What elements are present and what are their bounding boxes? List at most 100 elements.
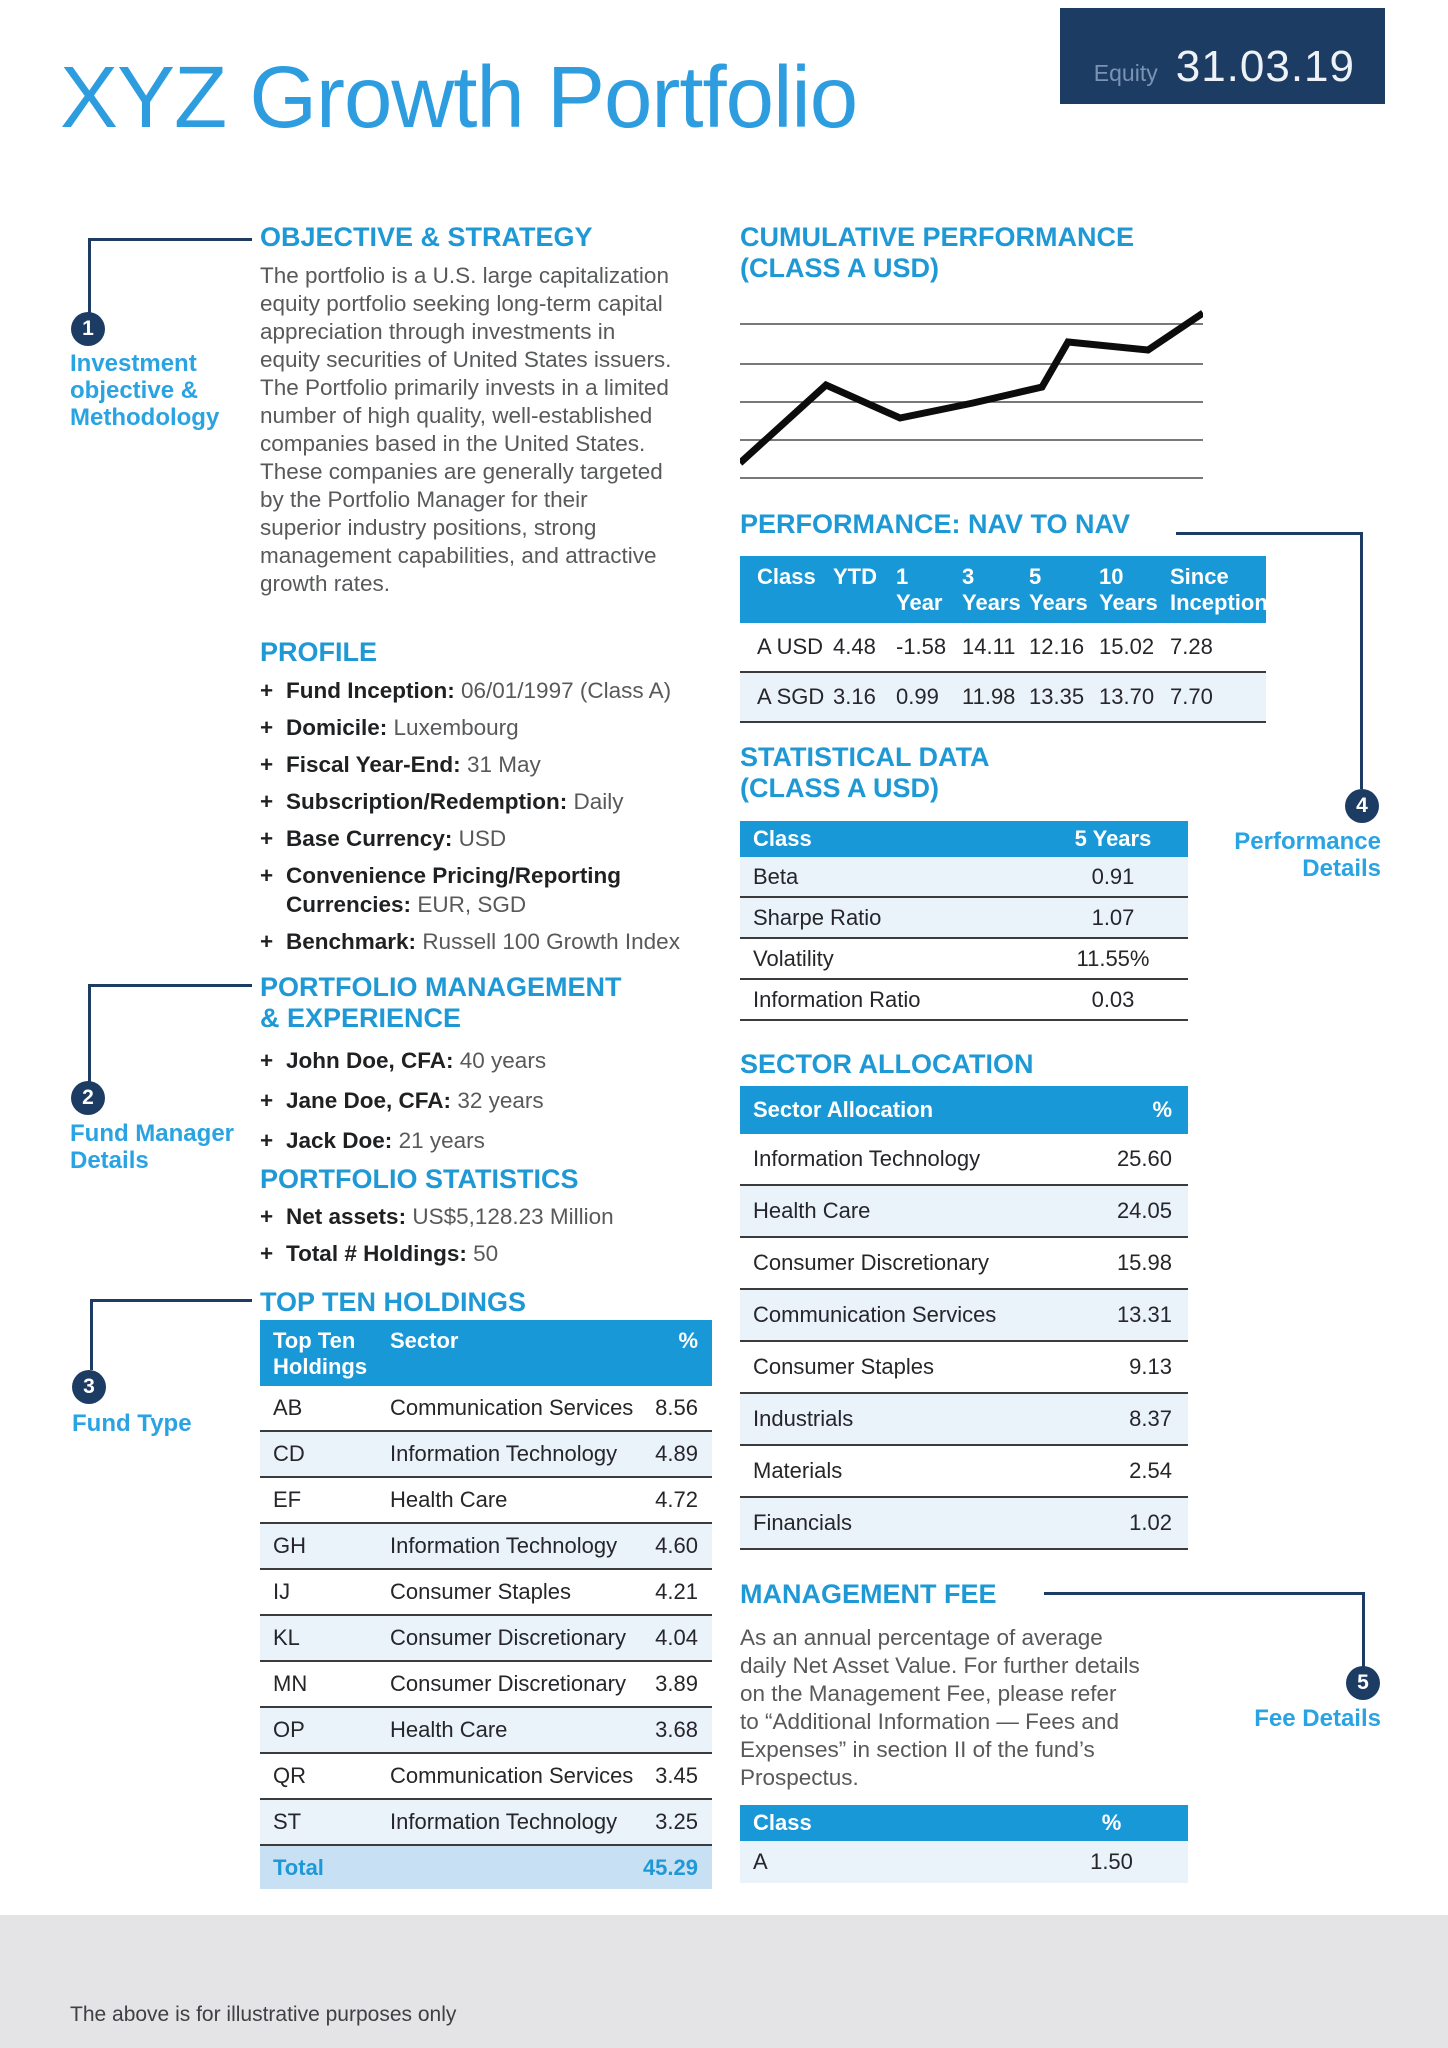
table-row: Consumer Staples 9.13: [740, 1342, 1188, 1394]
plus-bullet: +: [260, 1241, 274, 1266]
table-row: Financials 1.02: [740, 1498, 1188, 1550]
manager-item: + Jane Doe, CFA: 32 years: [260, 1086, 726, 1116]
statistical-data-heading: STATISTICAL DATA (CLASS A USD): [740, 742, 990, 803]
table-row: OP Health Care 3.68: [260, 1708, 712, 1754]
table-row: KL Consumer Discretionary 4.04: [260, 1616, 712, 1662]
profile-heading: PROFILE: [260, 637, 378, 667]
page-title: XYZ Growth Portfolio: [60, 49, 858, 146]
callout3-number-badge: 3: [72, 1370, 106, 1404]
profile-item: + Base Currency: USD: [260, 826, 507, 851]
top-ten-total-row: Total 45.29: [260, 1846, 712, 1889]
category-date-box: Equity 31.03.19: [1060, 8, 1385, 104]
plus-bullet: +: [260, 826, 274, 851]
sector-allocation-table: Sector Allocation % Information Technolo…: [740, 1086, 1188, 1550]
plus-bullet: +: [260, 1204, 274, 1229]
plus-bullet: +: [260, 1088, 274, 1113]
table-row: A 1.50: [740, 1841, 1188, 1883]
callout1-connector-vertical: [88, 238, 91, 315]
footer-disclaimer: The above is for illustrative purposes o…: [70, 2003, 457, 2026]
table-row: Sharpe Ratio 1.07: [740, 898, 1188, 939]
sector-table-header: Sector Allocation %: [740, 1086, 1188, 1134]
callout3-connector-vertical: [90, 1299, 93, 1370]
table-row: Materials 2.54: [740, 1446, 1188, 1498]
fee-table-header: Class %: [740, 1805, 1188, 1841]
callout3-connector-horizontal: [90, 1299, 252, 1302]
top-ten-table-rows: AB Communication Services 8.56 CD Informati…: [260, 1386, 712, 1846]
table-row: Health Care 24.05: [740, 1186, 1188, 1238]
table-row: MN Consumer Discretionary 3.89: [260, 1662, 712, 1708]
profile-list: + Fund Inception: 06/01/1997 (Class A) + D…: [260, 676, 726, 964]
portfolio-management-list: + John Doe, CFA: 40 years + Jane Doe, CFA:…: [260, 1046, 726, 1166]
profile-item: + Fund Inception: 06/01/1997 (Class A): [260, 678, 672, 703]
profile-item: + Benchmark: Russell 100 Growth Index: [260, 929, 680, 954]
nav-table-header: Class YTD 1 Year 3 Years 5 Years 10 Year…: [740, 556, 1268, 623]
sector-allocation-heading: SECTOR ALLOCATION: [740, 1049, 1034, 1079]
top-ten-table-header: Top Ten Holdings Sector %: [260, 1320, 712, 1386]
callout1-connector-horizontal: [88, 238, 252, 241]
table-row: Information Technology 25.60: [740, 1134, 1188, 1186]
plus-bullet: +: [260, 678, 274, 703]
callout1-number-badge: 1: [71, 312, 105, 346]
table-row: AB Communication Services 8.56: [260, 1386, 712, 1432]
performance-line-series: [740, 310, 1203, 466]
category-label: Equity: [1093, 60, 1158, 86]
callout5-number-badge: 5: [1346, 1666, 1380, 1700]
table-row: GH Information Technology 4.60: [260, 1524, 712, 1570]
profile-item: + Domicile: Luxembourg: [260, 715, 519, 740]
management-fee-body: As an annual percentage of average daily…: [740, 1625, 1140, 1790]
callout5-label: Fee Details: [1254, 1705, 1381, 1732]
plus-bullet: +: [260, 752, 274, 777]
callout3-label: Fund Type: [72, 1410, 192, 1437]
callout2-connector-horizontal: [88, 984, 252, 987]
plus-bullet: +: [260, 789, 274, 814]
cumulative-performance-chart: [740, 310, 1203, 479]
table-row: A SGD 3.16 0.99 11.98 13.35 13.70 7.70: [740, 673, 1266, 723]
table-row: EF Health Care 4.72: [260, 1478, 712, 1524]
profile-item: + Subscription/Redemption: Daily: [260, 789, 624, 814]
table-row: QR Communication Services 3.45: [260, 1754, 712, 1800]
callout2-label: Fund Manager Details: [70, 1120, 235, 1174]
management-fee-heading: MANAGEMENT FEE: [740, 1579, 997, 1609]
top-ten-holdings-heading: TOP TEN HOLDINGS: [260, 1287, 527, 1317]
callout4-connector-vertical: [1360, 532, 1363, 789]
portfolio-statistics-list: + Net assets: US$5,128.23 Million + Total …: [260, 1202, 726, 1276]
report-date: 31.03.19: [1175, 42, 1355, 91]
table-row: Industrials 8.37: [740, 1394, 1188, 1446]
objective-strategy-heading: OBJECTIVE & STRATEGY: [260, 222, 593, 252]
performance-nav-table: Class YTD 1 Year 3 Years 5 Years 10 Year…: [740, 556, 1268, 723]
callout1-label: Investment objective & Methodology: [70, 350, 220, 431]
table-row: Information Ratio 0.03: [740, 980, 1188, 1021]
profile-item: + Convenience Pricing/Reporting Currencie…: [260, 863, 622, 917]
table-row: Volatility 11.55%: [740, 939, 1188, 980]
plus-bullet: +: [260, 929, 274, 954]
portfolio-statistics-heading: PORTFOLIO STATISTICS: [260, 1164, 579, 1194]
objective-strategy-body: The portfolio is a U.S. large capitaliza…: [260, 263, 672, 596]
plus-bullet: +: [260, 715, 274, 740]
statistics-item: + Total # Holdings: 50: [260, 1241, 499, 1266]
profile-item: + Fiscal Year-End: 31 May: [260, 752, 541, 777]
manager-item: + Jack Doe: 21 years: [260, 1126, 726, 1156]
callout2-number-badge: 2: [71, 1081, 105, 1115]
table-row: CD Information Technology 4.89: [260, 1432, 712, 1478]
table-row: Consumer Discretionary 15.98: [740, 1238, 1188, 1290]
plus-bullet: +: [260, 1128, 274, 1153]
nav-table-rows: A USD 4.48 -1.58 14.11 12.16 15.02 7.28 A SGD…: [740, 623, 1266, 723]
top-ten-holdings-table: Top Ten Holdings Sector % AB Communicatio…: [260, 1320, 712, 1889]
callout4-label: Performance Details: [1234, 828, 1381, 882]
plus-bullet: +: [260, 863, 274, 888]
statistics-item: + Net assets: US$5,128.23 Million: [260, 1204, 614, 1229]
cumulative-performance-heading: CUMULATIVE PERFORMANCE (CLASS A USD): [740, 222, 1134, 283]
table-row: Communication Services 13.31: [740, 1290, 1188, 1342]
callout5-connector-vertical: [1362, 1592, 1365, 1668]
table-row: A USD 4.48 -1.58 14.11 12.16 15.02 7.28: [740, 623, 1266, 673]
table-row: Beta 0.91: [740, 857, 1188, 898]
footer-band: The above is for illustrative purposes o…: [0, 1915, 1448, 2048]
statistical-table-rows: Beta 0.91 Sharpe Ratio 1.07 Volatility 11.5…: [740, 857, 1188, 1021]
management-fee-table: Class % A 1.50: [740, 1805, 1188, 1883]
callout4-number-badge: 4: [1345, 789, 1379, 823]
sector-table-rows: Information Technology 25.60 Health Care 2…: [740, 1134, 1188, 1550]
table-row: ST Information Technology 3.25: [260, 1800, 712, 1846]
statistical-data-table: Class 5 Years Beta 0.91 Sharpe Ratio 1.07 …: [740, 821, 1188, 1021]
manager-item: + John Doe, CFA: 40 years: [260, 1046, 726, 1076]
